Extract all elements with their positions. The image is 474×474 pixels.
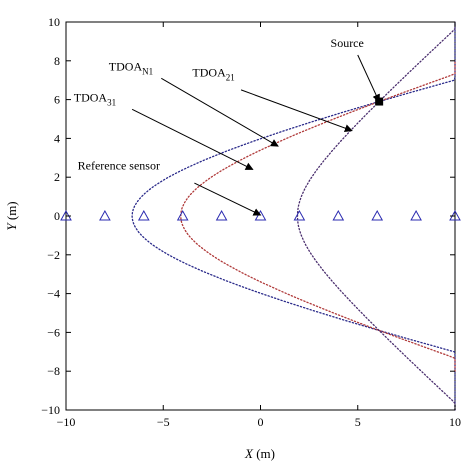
y-tick-label: −4 [47, 287, 60, 301]
sensor-marker [176, 209, 189, 221]
y-tick-label: 0 [54, 209, 60, 223]
y-tick-label: 4 [54, 131, 60, 145]
y-tick-label: 10 [48, 15, 60, 29]
series-line-1 [180, 60, 456, 372]
y-tick-label: 2 [54, 170, 60, 184]
annotation-arrow [161, 77, 279, 147]
plot-frame [65, 21, 456, 411]
y-tick-label: −10 [41, 403, 60, 417]
sensor-marker [410, 209, 422, 221]
x-axis-title: X (m) [244, 446, 275, 461]
annotation-label: TDOA31 [74, 91, 116, 108]
plot-area: Source TDOAN1 TDOA21 TDOA31 Reference sensor… [41, 15, 461, 429]
x-tick-label: −5 [157, 415, 170, 429]
annotation-label: Reference sensor [78, 158, 160, 172]
sensor-marker [371, 209, 384, 221]
annotation-label: TDOA21 [192, 65, 234, 82]
x-tick-label: 10 [449, 415, 461, 429]
y-tick-label: 8 [54, 54, 60, 68]
annotation-layer: Source TDOAN1 TDOA21 TDOA31 Reference sensor [74, 36, 380, 216]
sensor-marker [99, 209, 111, 221]
annotation-label: Source [331, 36, 364, 50]
annotation-arrow [357, 54, 380, 103]
annotation-arrow [194, 182, 262, 216]
x-tick-label: 0 [258, 415, 264, 429]
x-tick-label: 5 [355, 415, 361, 429]
annotation-arrow [131, 108, 254, 170]
y-axis-title: Y (m) [4, 201, 19, 230]
series-layer [131, 21, 456, 411]
sensor-marker [137, 209, 150, 221]
series-line-0 [131, 21, 456, 411]
y-tick-label: −6 [47, 325, 60, 339]
sensor-marker [332, 209, 345, 221]
annotation-label: TDOAN1 [109, 60, 153, 77]
y-tick-label: 6 [54, 93, 60, 107]
series-line-2 [296, 21, 456, 411]
sensor-marker [215, 209, 228, 221]
y-tick-label: −2 [47, 248, 60, 262]
tick-layer: −10 −5 0 5 10 −10 −8 −6 −4 −2 0 2 4 6 8 10 [41, 15, 461, 429]
sensor-marker [293, 209, 306, 221]
x-tick-label: −10 [57, 415, 76, 429]
annotation-arrow [240, 89, 353, 132]
y-tick-label: −8 [47, 364, 60, 378]
